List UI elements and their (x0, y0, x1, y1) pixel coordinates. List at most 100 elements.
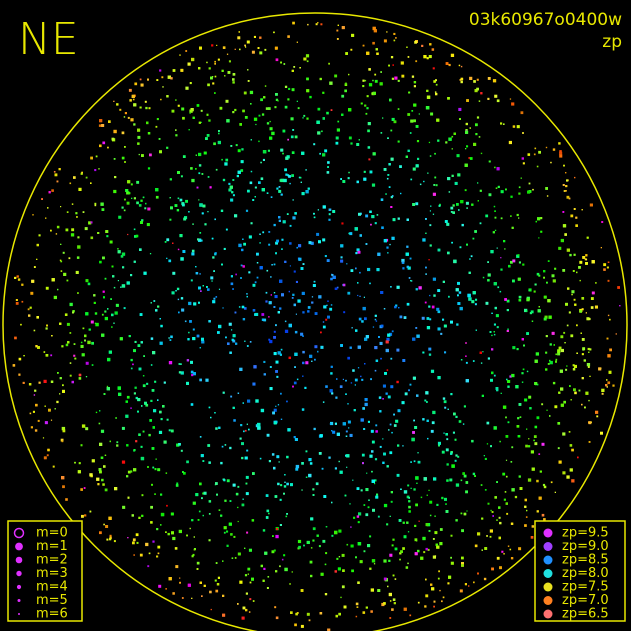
star (220, 209, 224, 212)
star (60, 206, 62, 208)
star (458, 420, 462, 423)
star (89, 510, 92, 513)
star (388, 163, 391, 166)
star (551, 274, 555, 278)
star (170, 512, 174, 516)
star (253, 35, 256, 38)
star (127, 537, 129, 539)
star (538, 237, 540, 239)
star (217, 576, 220, 579)
star (478, 100, 481, 102)
star (520, 177, 522, 179)
star (97, 232, 100, 234)
star (76, 216, 78, 218)
star (355, 615, 358, 618)
star (272, 411, 275, 415)
star (106, 385, 109, 388)
star (460, 359, 463, 361)
star (390, 196, 393, 199)
star (391, 236, 395, 240)
star (379, 410, 382, 413)
star (505, 502, 508, 505)
star (502, 405, 507, 409)
star (260, 98, 263, 102)
star (274, 106, 277, 109)
star (396, 380, 399, 384)
star (396, 348, 400, 352)
star (334, 467, 337, 470)
star (262, 150, 267, 154)
star (179, 54, 181, 56)
star (379, 341, 383, 345)
star (391, 544, 394, 547)
star (255, 312, 259, 316)
star (208, 119, 211, 122)
star (229, 351, 232, 354)
star (588, 399, 590, 402)
star (534, 147, 537, 150)
zp-symbol (543, 582, 553, 592)
star (80, 172, 83, 175)
star (468, 271, 471, 274)
star (557, 422, 561, 425)
star (363, 550, 366, 553)
star (47, 207, 49, 209)
star (230, 198, 234, 202)
star (149, 419, 152, 422)
star (395, 304, 398, 307)
star (253, 365, 257, 369)
star (222, 560, 224, 562)
star (397, 444, 400, 447)
star (138, 433, 141, 436)
star (522, 368, 525, 371)
star (160, 98, 162, 101)
star (44, 421, 48, 425)
star (293, 270, 296, 273)
star (301, 408, 305, 411)
star (512, 279, 515, 283)
star (585, 391, 589, 395)
star (446, 479, 449, 482)
star (101, 478, 104, 482)
star (110, 298, 112, 300)
magnitude-label: m=4 (36, 580, 68, 595)
star (554, 405, 558, 409)
star (369, 454, 373, 458)
star (192, 372, 196, 376)
star (290, 135, 294, 139)
star (186, 381, 189, 385)
star (490, 378, 493, 382)
star (275, 252, 277, 255)
star (349, 503, 351, 505)
star (142, 384, 146, 388)
star (159, 318, 161, 320)
star (243, 430, 245, 433)
star (349, 232, 353, 236)
star (61, 345, 64, 348)
star (295, 467, 299, 471)
star (318, 452, 322, 455)
star (496, 99, 500, 103)
star (424, 605, 427, 608)
star (148, 107, 151, 110)
star (315, 23, 318, 26)
star (50, 229, 52, 232)
star (528, 395, 532, 399)
star (288, 87, 291, 90)
star (166, 238, 170, 242)
star (106, 235, 109, 238)
star (151, 447, 155, 450)
star (116, 103, 119, 106)
star (435, 184, 438, 187)
mode-label: zp (602, 32, 622, 52)
star (338, 556, 341, 558)
star (318, 240, 321, 244)
star (154, 493, 156, 495)
star (372, 91, 376, 95)
star (109, 536, 112, 539)
star (99, 442, 103, 446)
star (573, 364, 577, 368)
star (571, 293, 573, 296)
star (126, 395, 130, 399)
star (313, 143, 316, 146)
